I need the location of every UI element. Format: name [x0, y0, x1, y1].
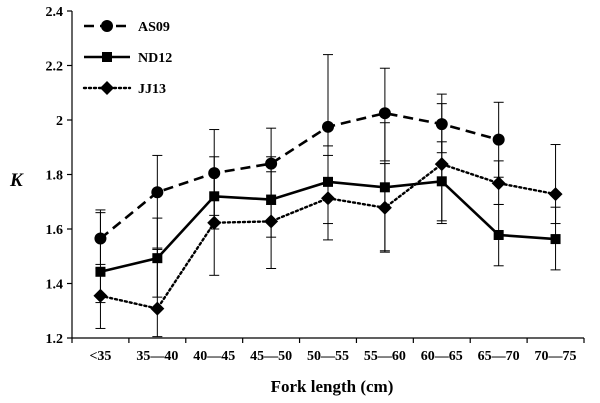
jj13-point: [548, 187, 563, 202]
legend-label-nd12: ND12: [138, 51, 172, 66]
x-tick-label: 60—65: [421, 349, 463, 364]
x-tick-label: 45—50: [250, 349, 292, 364]
jj13-point: [150, 301, 165, 316]
jj13-point: [491, 176, 506, 191]
jj13-point: [321, 191, 335, 206]
x-tick-label: <35: [89, 349, 111, 364]
jj13-point: [93, 288, 108, 303]
as09-point: [151, 186, 164, 199]
x-tick-label: 55—60: [364, 349, 406, 364]
x-tick-label: 40—45: [193, 349, 235, 364]
y-tick-label: 1.4: [46, 278, 64, 293]
jj13-point: [377, 200, 392, 215]
as09-series-line: [99, 111, 500, 240]
y-tick-label: 2.4: [46, 5, 64, 20]
y-tick-label: 1.6: [46, 223, 64, 238]
as09-point: [378, 107, 391, 120]
nd12-point: [493, 229, 504, 240]
y-axis-title: K: [9, 170, 24, 191]
jj13-point: [207, 215, 222, 230]
legend-label-jj13: JJ13: [138, 82, 166, 97]
legend-marker-jj13: [100, 81, 114, 95]
legend-marker-as09: [101, 20, 113, 32]
as09-point: [492, 133, 505, 146]
jj13-point: [434, 157, 449, 172]
x-axis-title: Fork length (cm): [271, 377, 394, 396]
legend-label-as09: AS09: [138, 20, 170, 35]
nd12-point: [550, 234, 561, 245]
y-tick-label: 2.2: [46, 60, 64, 75]
x-tick-label: 65—70: [478, 349, 520, 364]
y-tick-label: 1.8: [46, 169, 64, 184]
x-tick-label: 70—75: [535, 349, 577, 364]
y-tick-label: 2: [56, 114, 63, 129]
x-tick-label: 50—55: [307, 349, 349, 364]
y-tick-label: 1.2: [46, 332, 64, 347]
x-tick-label: 35—40: [136, 349, 178, 364]
as09-point: [322, 120, 334, 133]
jj13-point: [264, 214, 279, 229]
legend-marker-nd12: [102, 52, 112, 62]
